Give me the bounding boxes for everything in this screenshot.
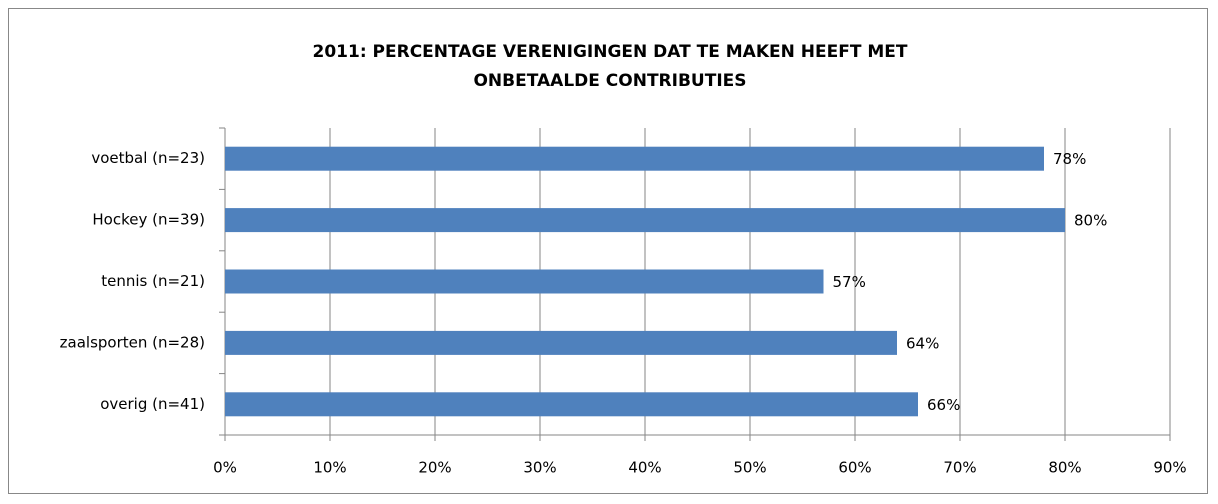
bar: [225, 330, 897, 355]
y-tick-label: overig (n=41): [100, 395, 205, 413]
x-tick-label: 60%: [838, 459, 871, 477]
chart-frame: [8, 8, 1208, 494]
x-tick-label: 90%: [1153, 459, 1186, 477]
x-tick-label: 20%: [418, 459, 451, 477]
x-tick-label: 50%: [733, 459, 766, 477]
data-label: 64%: [906, 334, 939, 352]
y-tick-label: Hockey (n=39): [92, 211, 205, 229]
bar: [225, 146, 1044, 171]
chart-title: 2011: PERCENTAGE VERENIGINGEN DAT TE MAK…: [312, 42, 908, 91]
x-tick-label: 0%: [213, 459, 237, 477]
y-tick-label: voetbal (n=23): [91, 149, 205, 167]
bar: [225, 269, 824, 294]
x-tick-label: 30%: [523, 459, 556, 477]
y-tick-label: tennis (n=21): [101, 272, 205, 290]
x-tick-label: 10%: [313, 459, 346, 477]
x-tick-label: 40%: [628, 459, 661, 477]
data-label: 78%: [1053, 150, 1086, 168]
y-tick-label: zaalsporten (n=28): [60, 333, 205, 351]
x-tick-label: 70%: [943, 459, 976, 477]
bar: [225, 392, 918, 417]
data-label: 57%: [833, 273, 866, 291]
x-tick-label: 80%: [1048, 459, 1081, 477]
bar: [225, 208, 1065, 233]
data-label: 80%: [1074, 212, 1107, 230]
data-label: 66%: [927, 396, 960, 414]
